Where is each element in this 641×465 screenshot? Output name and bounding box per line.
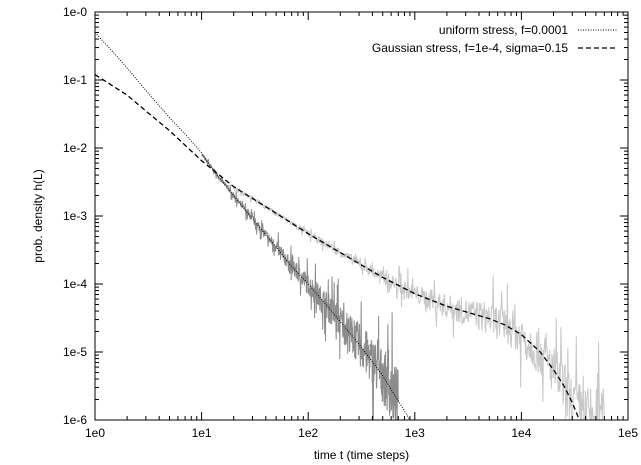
ticks-layer: 1e0 1e1 1e2 1e3 1e4 1e5 1e-0 1e-1 1e-2 1e-3 1e-4 1e… <box>63 5 638 440</box>
y-tick-label: 1e-4 <box>63 277 87 291</box>
noisy-data-trace-0 <box>201 153 399 421</box>
x-axis-label: time t (time steps) <box>314 448 409 462</box>
x-tick-label: 1e4 <box>511 426 531 440</box>
x-tick-label: 1e3 <box>405 426 425 440</box>
x-tick-label: 1e0 <box>85 426 105 440</box>
noisy-data-layer <box>201 153 605 421</box>
y-tick-label: 1e-1 <box>63 73 87 87</box>
y-tick-label: 1e-0 <box>63 5 87 19</box>
series-line-0 <box>94 32 411 421</box>
x-tick-label: 1e2 <box>298 426 318 440</box>
series-layer <box>94 32 581 421</box>
series-line-1 <box>94 74 581 421</box>
y-tick-label: 1e-3 <box>63 209 87 223</box>
legend: uniform stress, f=0.0001 Gaussian stress… <box>372 23 618 55</box>
y-tick-label: 1e-5 <box>63 345 87 359</box>
y-tick-label: 1e-6 <box>63 413 87 427</box>
legend-label-uniform: uniform stress, f=0.0001 <box>439 23 568 37</box>
y-tick-label: 1e-2 <box>63 141 87 155</box>
y-axis-label: prob. density h(L) <box>31 169 45 262</box>
x-tick-label: 1e5 <box>618 426 638 440</box>
legend-label-gaussian: Gaussian stress, f=1e-4, sigma=0.15 <box>372 41 568 55</box>
x-tick-label: 1e1 <box>192 426 212 440</box>
